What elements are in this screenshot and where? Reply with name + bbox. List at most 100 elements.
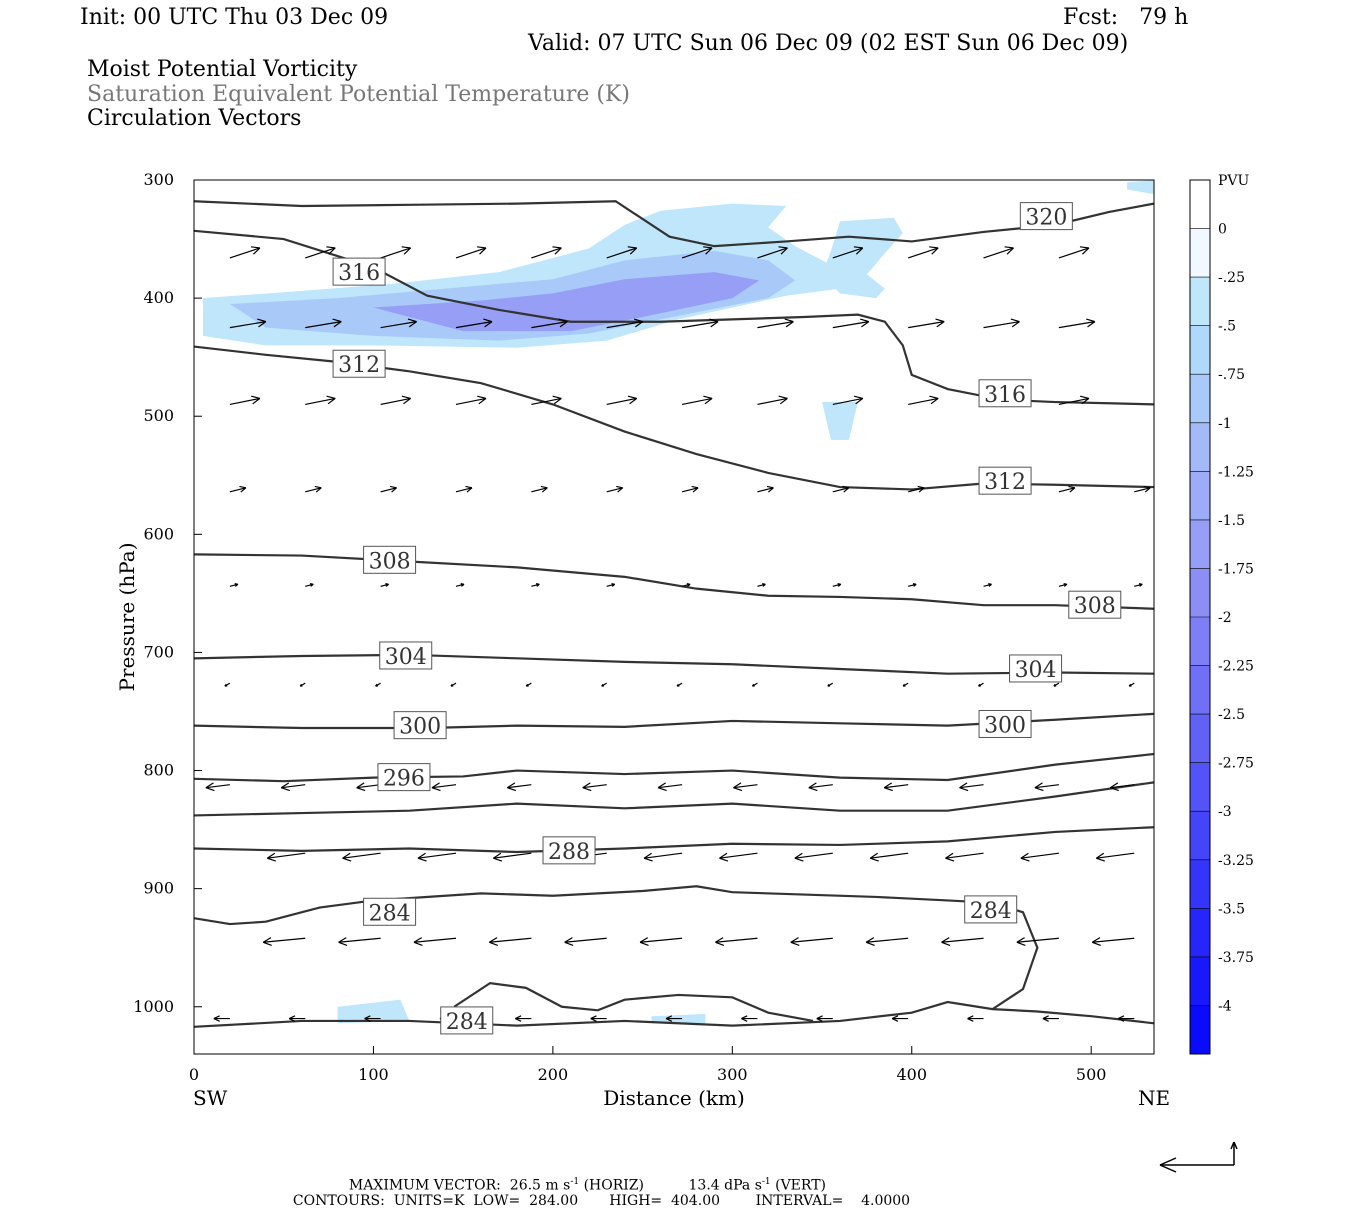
vector-arrow [230,396,260,404]
colorbar-swatch [1190,714,1210,763]
colorbar-swatch [1190,763,1210,812]
colorbar-swatch [1190,957,1210,1006]
colorbar-label: 0 [1218,222,1227,238]
vector-arrow [1134,584,1142,587]
vector-arrow [908,247,938,258]
theta-contour-line [194,886,1037,1009]
vector-arrow [968,1016,984,1022]
y-tick-label: 400 [143,288,174,307]
vector-arrow [418,853,456,861]
vector-arrow [866,938,908,946]
contour-label: 296 [383,767,425,792]
y-axis-label: Pressure (hPa) [115,543,139,692]
vector-arrow [809,783,833,791]
theta-contour-line [194,754,1154,781]
vector-arrow [903,683,908,686]
x-tick-label: 0 [189,1065,199,1084]
vector-arrow [526,683,531,686]
theta-contour-line [454,983,813,1021]
contours-low: LOW= 284.00 [473,1193,578,1209]
vector-arrow [602,683,607,686]
x-tick-label: 100 [358,1065,389,1084]
vector-arrow [1092,938,1134,946]
contours-high: HIGH= 404.00 [609,1193,720,1209]
vector-arrow [451,683,456,686]
colorbar-swatch [1190,326,1210,375]
contour-label: 308 [369,549,411,574]
vector-arrow [908,396,938,404]
vector-arrow [339,938,381,946]
vector-arrow [884,783,908,791]
vector-arrow [719,853,757,861]
vector-arrow [833,584,841,587]
vector-arrow [984,584,992,587]
contours-prefix: CONTOURS: [293,1193,385,1209]
colorbar-swatch [1190,908,1210,957]
colorbar-label: -.75 [1218,367,1245,383]
vector-arrow [757,486,773,492]
theta-contour-line [194,554,1154,608]
vector-arrow [752,683,757,686]
theta-contour-line [194,827,1154,852]
vector-arrow [225,683,230,686]
vector-arrow [960,783,984,791]
colorbar-swatch [1190,568,1210,617]
colorbar-label: -3.25 [1218,853,1254,869]
colorbar-swatch [1190,617,1210,666]
contour-label: 308 [1074,594,1116,619]
colorbar-title: PVU [1218,173,1250,189]
vector-arrow [1054,683,1059,686]
vector-arrow [715,938,757,946]
vector-arrow [206,783,230,791]
vector-arrow [493,853,531,861]
vector-arrow [677,683,682,686]
theta-contour-line [194,782,1154,815]
x-end-label-right: NE [1138,1086,1170,1110]
y-tick-label: 300 [143,170,174,189]
vector-arrow [682,486,698,492]
vector-arrow [946,853,984,861]
colorbar-label: -.5 [1218,319,1236,335]
vector-arrow [456,247,486,258]
y-tick-label: 600 [143,524,174,543]
vector-arrow [381,396,411,404]
vector-arrow [531,584,539,587]
vector-arrow [489,938,531,946]
vector-arrow [908,584,916,587]
vector-arrow [381,584,389,587]
contours-interval: INTERVAL= 4.0000 [756,1193,910,1209]
colorbar-swatch [1190,277,1210,326]
colorbar-label: -1 [1218,416,1232,432]
vector-arrow [300,683,305,686]
contour-label: 284 [446,1010,488,1035]
vector-arrow [833,319,869,328]
vector-arrow [607,584,615,587]
vector-arrow [892,1016,908,1022]
vector-arrow [381,486,397,492]
colorbar-swatch [1190,860,1210,909]
vector-arrow [757,319,793,328]
vector-arrow [583,783,607,791]
pv-region [338,1000,410,1024]
vector-arrow [908,319,944,328]
contour-label: 312 [984,470,1026,495]
colorbar-label: -3 [1218,804,1232,820]
vector-arrow [507,783,531,791]
vector-arrow [263,938,305,946]
colorbar: PVU0-.25-.5-.75-1-1.25-1.5-1.75-2-2.25-2… [1190,173,1254,1055]
colorbar-label: -1.75 [1218,561,1254,577]
vector-arrow [214,1016,230,1022]
colorbar-label: -3.75 [1218,950,1254,966]
vector-arrow [644,853,682,861]
y-tick-label: 500 [143,406,174,425]
vector-arrow [1059,486,1075,492]
contour-label: 288 [548,840,590,865]
contour-label: 300 [984,713,1026,738]
x-tick-label: 500 [1076,1065,1107,1084]
y-tick-label: 900 [143,879,174,898]
x-end-label-left: SW [193,1086,228,1110]
vector-arrow [1021,853,1059,861]
colorbar-label: -2.25 [1218,659,1254,675]
colorbar-label: -.25 [1218,270,1245,286]
